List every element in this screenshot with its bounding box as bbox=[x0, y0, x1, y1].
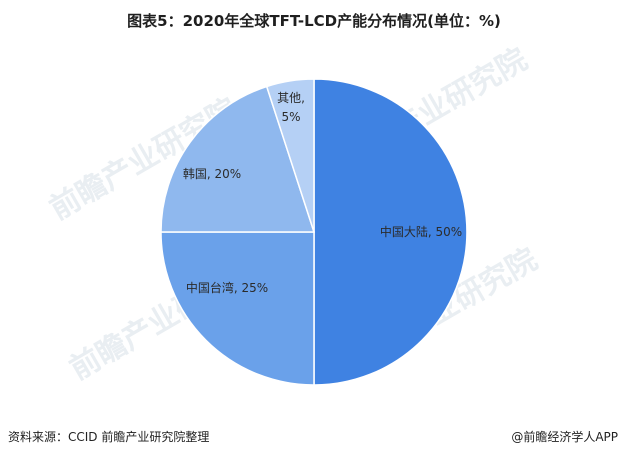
slice-taiwan bbox=[160, 231, 315, 386]
slice-mainland bbox=[313, 78, 468, 386]
slice-label-taiwan: 中国台湾, 25% bbox=[186, 280, 268, 295]
slice-label-mainland: 中国大陆, 50% bbox=[380, 224, 462, 239]
chart-title: 图表5：2020年全球TFT-LCD产能分布情况(单位：%) bbox=[127, 12, 501, 30]
pie-slices bbox=[160, 78, 468, 386]
pie-labels: 中国大陆, 50% 中国台湾, 25% 韩国, 20% 其他, 5% bbox=[183, 91, 462, 295]
brand-credit: @前瞻经济学人APP bbox=[511, 430, 618, 444]
source-note: 资料来源：CCID 前瞻产业研究院整理 bbox=[8, 430, 210, 444]
slice-label-other-line1: 其他, bbox=[277, 91, 305, 105]
slice-label-other-line2: 5% bbox=[281, 110, 300, 124]
slice-other bbox=[265, 78, 315, 233]
slice-label-korea: 韩国, 20% bbox=[183, 166, 241, 181]
slice-korea bbox=[160, 85, 316, 233]
pie-chart: 中国大陆, 50% 中国台湾, 25% 韩国, 20% 其他, 5% bbox=[160, 78, 468, 386]
